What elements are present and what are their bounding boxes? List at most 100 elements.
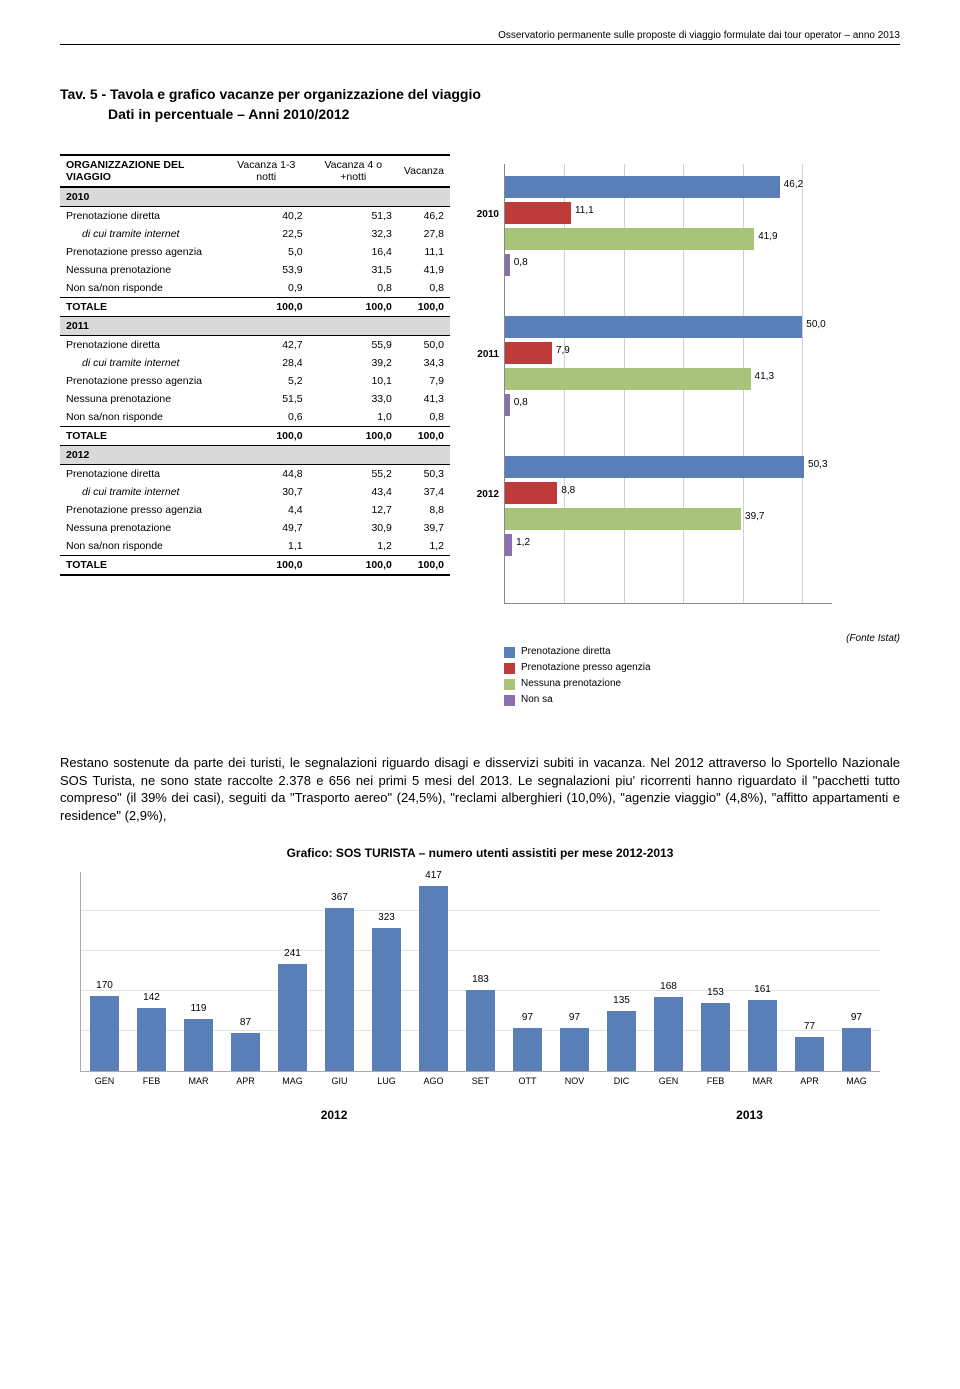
cell-value: 5,0 — [224, 243, 309, 261]
legend-swatch — [504, 679, 515, 690]
row-label: Non sa/non risponde — [60, 537, 224, 556]
vbar: 135 — [607, 1011, 635, 1071]
vbar: 119 — [184, 1019, 212, 1072]
legend-swatch — [504, 663, 515, 674]
vbar-value: 417 — [419, 870, 447, 881]
cell-value: 100,0 — [309, 556, 398, 576]
cell-value: 34,3 — [398, 354, 450, 372]
vbar-value: 97 — [513, 1012, 541, 1023]
vbar-value: 168 — [654, 981, 682, 992]
month-label: GEN — [654, 1076, 682, 1086]
hbar: 46,2 — [505, 176, 780, 198]
cell-value: 5,2 — [224, 372, 309, 390]
month-label: GEN — [90, 1076, 118, 1086]
col-head-2: Vacanza 4 o +notti — [309, 155, 398, 187]
vbar: 417 — [419, 886, 447, 1071]
cell-value: 53,9 — [224, 261, 309, 279]
cell-value: 37,4 — [398, 483, 450, 501]
hbar: 7,9 — [505, 342, 552, 364]
row-label: TOTALE — [60, 427, 224, 446]
month-label: NOV — [560, 1076, 588, 1086]
legend-swatch — [504, 647, 515, 658]
hbar: 0,8 — [505, 254, 510, 276]
vbar: 367 — [325, 908, 353, 1071]
vbar-value: 135 — [607, 995, 635, 1006]
legend-label: Non sa — [521, 692, 553, 708]
vbar: 183 — [466, 990, 494, 1071]
vbar: 97 — [842, 1028, 870, 1071]
cell-value: 50,0 — [398, 336, 450, 355]
data-table-wrap: ORGANIZZAZIONE DEL VIAGGIO Vacanza 1-3 n… — [60, 154, 450, 714]
legend-label: Prenotazione diretta — [521, 644, 611, 660]
vbar-value: 161 — [748, 984, 776, 995]
page-header: Osservatorio permanente sulle proposte d… — [60, 30, 900, 45]
hbar-value: 41,3 — [755, 371, 774, 382]
year-row: 2012 — [60, 446, 450, 465]
hbar: 50,3 — [505, 456, 804, 478]
body-paragraph: Restano sostenute da parte dei turisti, … — [60, 754, 900, 824]
vbar-value: 87 — [231, 1017, 259, 1028]
row-label: di cui tramite internet — [60, 225, 224, 243]
hbar-value: 8,8 — [561, 485, 575, 496]
cell-value: 42,7 — [224, 336, 309, 355]
hbar: 0,8 — [505, 394, 510, 416]
cell-value: 100,0 — [398, 298, 450, 317]
cell-value: 55,2 — [309, 465, 398, 484]
row-label: Prenotazione presso agenzia — [60, 372, 224, 390]
cell-value: 27,8 — [398, 225, 450, 243]
cell-value: 50,3 — [398, 465, 450, 484]
vbar-value: 367 — [325, 892, 353, 903]
hbar-value: 11,1 — [575, 205, 594, 216]
cell-value: 22,5 — [224, 225, 309, 243]
cell-value: 100,0 — [309, 427, 398, 446]
vbar-value: 170 — [90, 980, 118, 991]
row-label: Nessuna prenotazione — [60, 390, 224, 408]
vbar: 97 — [513, 1028, 541, 1071]
hbar-value: 39,7 — [745, 511, 764, 522]
vbar: 142 — [137, 1008, 165, 1071]
month-label: MAR — [748, 1076, 776, 1086]
month-label: GIU — [325, 1076, 353, 1086]
title-line2: Dati in percentuale – Anni 2010/2012 — [60, 105, 900, 125]
cell-value: 1,2 — [309, 537, 398, 556]
vbar: 170 — [90, 996, 118, 1072]
cell-value: 10,1 — [309, 372, 398, 390]
month-label: MAG — [842, 1076, 870, 1086]
cell-value: 4,4 — [224, 501, 309, 519]
hbar-chart: 201046,211,141,90,8201150,07,941,30,8201… — [464, 154, 900, 714]
cell-value: 100,0 — [398, 556, 450, 576]
cell-value: 100,0 — [224, 556, 309, 576]
vbar-value: 77 — [795, 1021, 823, 1032]
month-label: MAR — [184, 1076, 212, 1086]
cell-value: 55,9 — [309, 336, 398, 355]
cell-value: 30,7 — [224, 483, 309, 501]
hbar: 41,9 — [505, 228, 754, 250]
cell-value: 100,0 — [309, 298, 398, 317]
hbar-value: 50,0 — [806, 319, 825, 330]
cell-value: 43,4 — [309, 483, 398, 501]
hbar: 41,3 — [505, 368, 751, 390]
chart-legend: Prenotazione direttaPrenotazione presso … — [504, 644, 651, 708]
month-label: APR — [231, 1076, 259, 1086]
hbar-value: 0,8 — [514, 257, 528, 268]
title-line1: Tav. 5 - Tavola e grafico vacanze per or… — [60, 86, 481, 102]
vbar: 241 — [278, 964, 306, 1071]
vbar-value: 183 — [466, 974, 494, 985]
hbar: 1,2 — [505, 534, 512, 556]
vbar: 323 — [372, 928, 400, 1072]
cell-value: 30,9 — [309, 519, 398, 537]
hbar-value: 1,2 — [516, 537, 530, 548]
row-label: Prenotazione diretta — [60, 207, 224, 226]
bottom-year-label: 2013 — [736, 1108, 763, 1122]
cell-value: 46,2 — [398, 207, 450, 226]
vbar: 97 — [560, 1028, 588, 1071]
hbar-value: 0,8 — [514, 397, 528, 408]
row-label: TOTALE — [60, 556, 224, 576]
year-axis-label: 2012 — [465, 489, 499, 500]
year-row: 2010 — [60, 187, 450, 207]
cell-value: 0,8 — [309, 279, 398, 298]
month-label: FEB — [701, 1076, 729, 1086]
row-label: Non sa/non risponde — [60, 408, 224, 427]
hbar: 50,0 — [505, 316, 802, 338]
month-label: DIC — [607, 1076, 635, 1086]
